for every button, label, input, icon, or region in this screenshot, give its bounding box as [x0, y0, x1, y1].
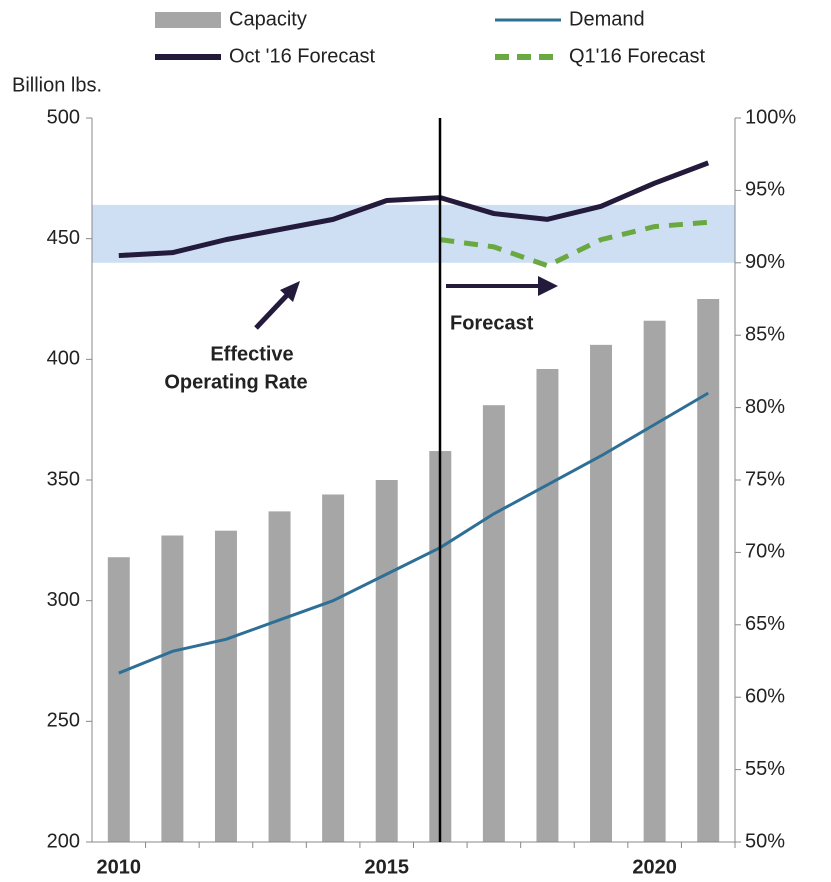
y2-tick-label: 80%	[745, 396, 785, 418]
legend-item: Q1'16 Forecast	[495, 45, 706, 67]
plot-area: 200 250 300 350 400 450 500 50% 55% 60% 65% 70% 75% 8…	[47, 106, 797, 878]
target-band	[92, 204, 735, 263]
legend-item: Oct '16 Forecast	[155, 45, 376, 67]
x-tick-label: 2020	[632, 856, 677, 878]
y-tick-label: 500	[47, 106, 80, 128]
legend-label: Oct '16 Forecast	[229, 45, 376, 67]
arrow	[446, 276, 558, 296]
y2-tick-label: 100%	[745, 106, 796, 128]
y2-tick-label: 95%	[745, 179, 785, 201]
y2-tick-label: 90%	[745, 251, 785, 273]
line	[118, 391, 709, 675]
annotation: Effective	[210, 343, 293, 365]
legend-item: Capacity	[155, 8, 307, 30]
annotation: Forecast	[450, 312, 534, 334]
bar	[161, 535, 184, 842]
bar	[536, 368, 559, 842]
legend-label: Capacity	[229, 8, 307, 30]
legend-swatch	[155, 12, 221, 28]
bar	[322, 494, 345, 842]
bar	[268, 511, 291, 842]
y2-tick-label: 60%	[745, 685, 785, 707]
bar	[643, 320, 666, 843]
y-tick-label: 250	[47, 710, 80, 732]
bar	[214, 530, 237, 842]
y-tick-label: 450	[47, 227, 80, 249]
y-tick-label: 400	[47, 348, 80, 370]
bar	[697, 299, 720, 842]
y2-tick-label: 55%	[745, 758, 785, 780]
legend-label: Q1'16 Forecast	[569, 45, 706, 67]
y2-tick-label: 75%	[745, 468, 785, 490]
x-tick-label: 2015	[364, 856, 409, 878]
annotation: Operating Rate	[164, 371, 307, 393]
x-tick-label: 2010	[97, 856, 142, 878]
bar	[375, 480, 398, 842]
bar	[107, 557, 130, 842]
y-tick-label: 350	[47, 468, 80, 490]
y2-tick-label: 70%	[745, 541, 785, 563]
y-tick-label: 300	[47, 589, 80, 611]
arrow	[254, 281, 300, 330]
line	[118, 160, 710, 259]
y2-tick-label: 85%	[745, 323, 785, 345]
y-axis-label: Billion lbs.	[12, 74, 102, 96]
y-tick-label: 200	[47, 830, 80, 852]
y2-tick-label: 65%	[745, 613, 785, 635]
legend-label: Demand	[569, 8, 645, 30]
legend-item: Demand	[495, 8, 645, 30]
bar	[482, 405, 505, 842]
y2-tick-label: 50%	[745, 830, 785, 852]
bar	[590, 344, 613, 842]
